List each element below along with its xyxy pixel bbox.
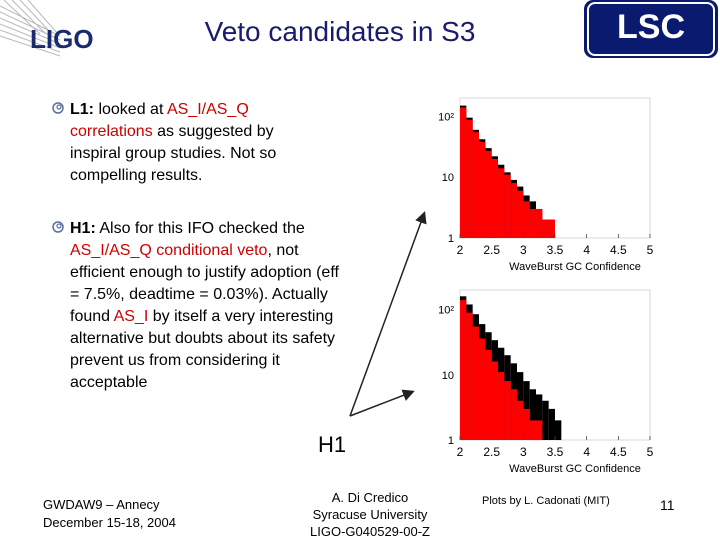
x-tick-label: 4.5: [610, 243, 627, 257]
histogram-bar-red: [485, 350, 492, 440]
histogram-bar-red: [536, 420, 543, 440]
y-tick-label: 10²: [438, 305, 454, 317]
histogram-bar-red: [485, 150, 492, 238]
bullet-lead: L1:: [70, 101, 94, 118]
histogram-bar-red: [460, 300, 467, 440]
y-tick-label: 1: [448, 233, 454, 245]
bullet-text: as suggested by inspiral group studies. …: [70, 123, 277, 184]
arrow-to-bottom-chart: [349, 389, 415, 417]
y-tick-label: 1: [448, 435, 454, 447]
histogram-bar-red: [517, 190, 524, 238]
y-tick-label: 10²: [438, 111, 454, 123]
histogram-bar-red: [510, 183, 517, 238]
spiral-bullet-icon: [52, 221, 64, 233]
histogram-bar-red: [498, 372, 505, 440]
lsc-logo: LSC: [584, 0, 718, 58]
arrow-to-top-chart: [349, 211, 427, 417]
histogram-h1-chart: 2 2.5 3 3.5 4 4.5 5 1 10 10² WaveBurst GC Confiden…: [438, 289, 654, 475]
bullet-text: by itself a very interesting alternative…: [70, 308, 336, 391]
bullet-text: , not efficient enough to justify adopti…: [70, 242, 339, 325]
bullet-highlight: AS_I/AS_Q conditional veto: [70, 242, 268, 259]
bullet-text: Also for this IFO checked the: [95, 220, 305, 237]
histogram-bar-black: [555, 420, 562, 440]
x-tick-label: 2: [457, 243, 464, 257]
histogram-bar-red: [472, 326, 479, 440]
histogram-bar-red: [479, 338, 486, 440]
x-tick-label: 5: [647, 243, 654, 257]
x-tick-label: 3: [520, 243, 527, 257]
histogram-bar-red: [479, 141, 486, 238]
x-tick-label: 3.5: [547, 445, 564, 459]
footer-author-name: A. Di Credico: [331, 490, 409, 505]
y-tick-label: 10: [442, 370, 454, 382]
x-tick-label: 4: [583, 445, 590, 459]
x-tick-label: 3.5: [547, 243, 564, 257]
x-tick-label: 2: [457, 445, 464, 459]
bullet-lead: H1:: [70, 220, 96, 237]
arrow-annotation: [349, 211, 427, 417]
histogram-bar-black: [548, 408, 555, 440]
histogram-bar-red: [542, 219, 549, 238]
histogram-bar-red: [491, 158, 498, 238]
histogram-bar-red: [517, 400, 524, 440]
lsc-logo-text: LSC: [617, 8, 685, 46]
bullet-highlight: AS_I/AS_Q correlations: [70, 101, 249, 140]
histogram-bar-red: [548, 219, 555, 238]
ligo-logo: LIGO: [0, 0, 94, 57]
histogram-bar-red: [491, 361, 498, 440]
footer-document-id: LIGO-G040529-00-Z: [310, 524, 430, 539]
histogram-bar-red: [466, 312, 473, 440]
slide-title: Veto candidates in S3: [204, 16, 476, 47]
histogram-bar-red: [460, 107, 467, 238]
histogram-bar-red: [498, 168, 505, 238]
x-tick-label: 2.5: [483, 243, 500, 257]
footer-author: A. Di Credico Syracuse University LIGO-G…: [290, 489, 450, 540]
histogram-l1-chart: 2 2.5 3 3.5 4 4.5 5 1 10 10² WaveBurst GC Confiden…: [438, 97, 654, 273]
bullet-highlight: AS_I: [113, 308, 149, 325]
histogram-bar-red: [466, 119, 473, 238]
footer-conference: GWDAW9 – Annecy December 15-18, 2004: [43, 496, 176, 532]
y-tick-label: 10: [442, 172, 454, 184]
footer-conference-name: GWDAW9 – Annecy: [43, 497, 160, 512]
page-number: 11: [660, 497, 675, 513]
footer-credit: Plots by L. Cadonati (MIT): [482, 495, 610, 507]
histogram-bar-red: [504, 174, 511, 238]
histogram-bar-red: [510, 389, 517, 440]
histogram-bar-black: [536, 394, 543, 440]
histogram-bar-red: [523, 408, 530, 440]
bullet-l1: L1: looked at AS_I/AS_Q correlations as …: [52, 99, 320, 187]
footer-author-affiliation: Syracuse University: [312, 507, 428, 522]
x-tick-label: 2.5: [483, 445, 500, 459]
spiral-bullet-icon: [52, 102, 64, 114]
histogram-bar-red: [504, 381, 511, 440]
bullet-text: looked at: [94, 101, 167, 118]
footer-conference-date: December 15-18, 2004: [43, 515, 176, 530]
histogram-bar-black: [529, 389, 536, 440]
histogram-bar-red: [529, 208, 536, 238]
x-tick-label: 4.5: [610, 445, 627, 459]
bullet-h1: H1: Also for this IFO checked the AS_I/A…: [52, 218, 350, 394]
histogram-bar-red: [536, 208, 543, 238]
histogram-bar-red: [523, 201, 530, 238]
h1-label: H1: [318, 432, 347, 457]
ligo-logo-text: LIGO: [30, 24, 94, 54]
histogram-bar-black: [542, 400, 549, 440]
x-axis-label: WaveBurst GC Confidence: [509, 261, 641, 273]
x-tick-label: 5: [647, 445, 654, 459]
histogram-bar-red: [472, 132, 479, 238]
x-tick-label: 4: [583, 243, 590, 257]
histogram-bar-red: [529, 420, 536, 440]
x-tick-label: 3: [520, 445, 527, 459]
x-axis-label: WaveBurst GC Confidence: [509, 463, 641, 475]
